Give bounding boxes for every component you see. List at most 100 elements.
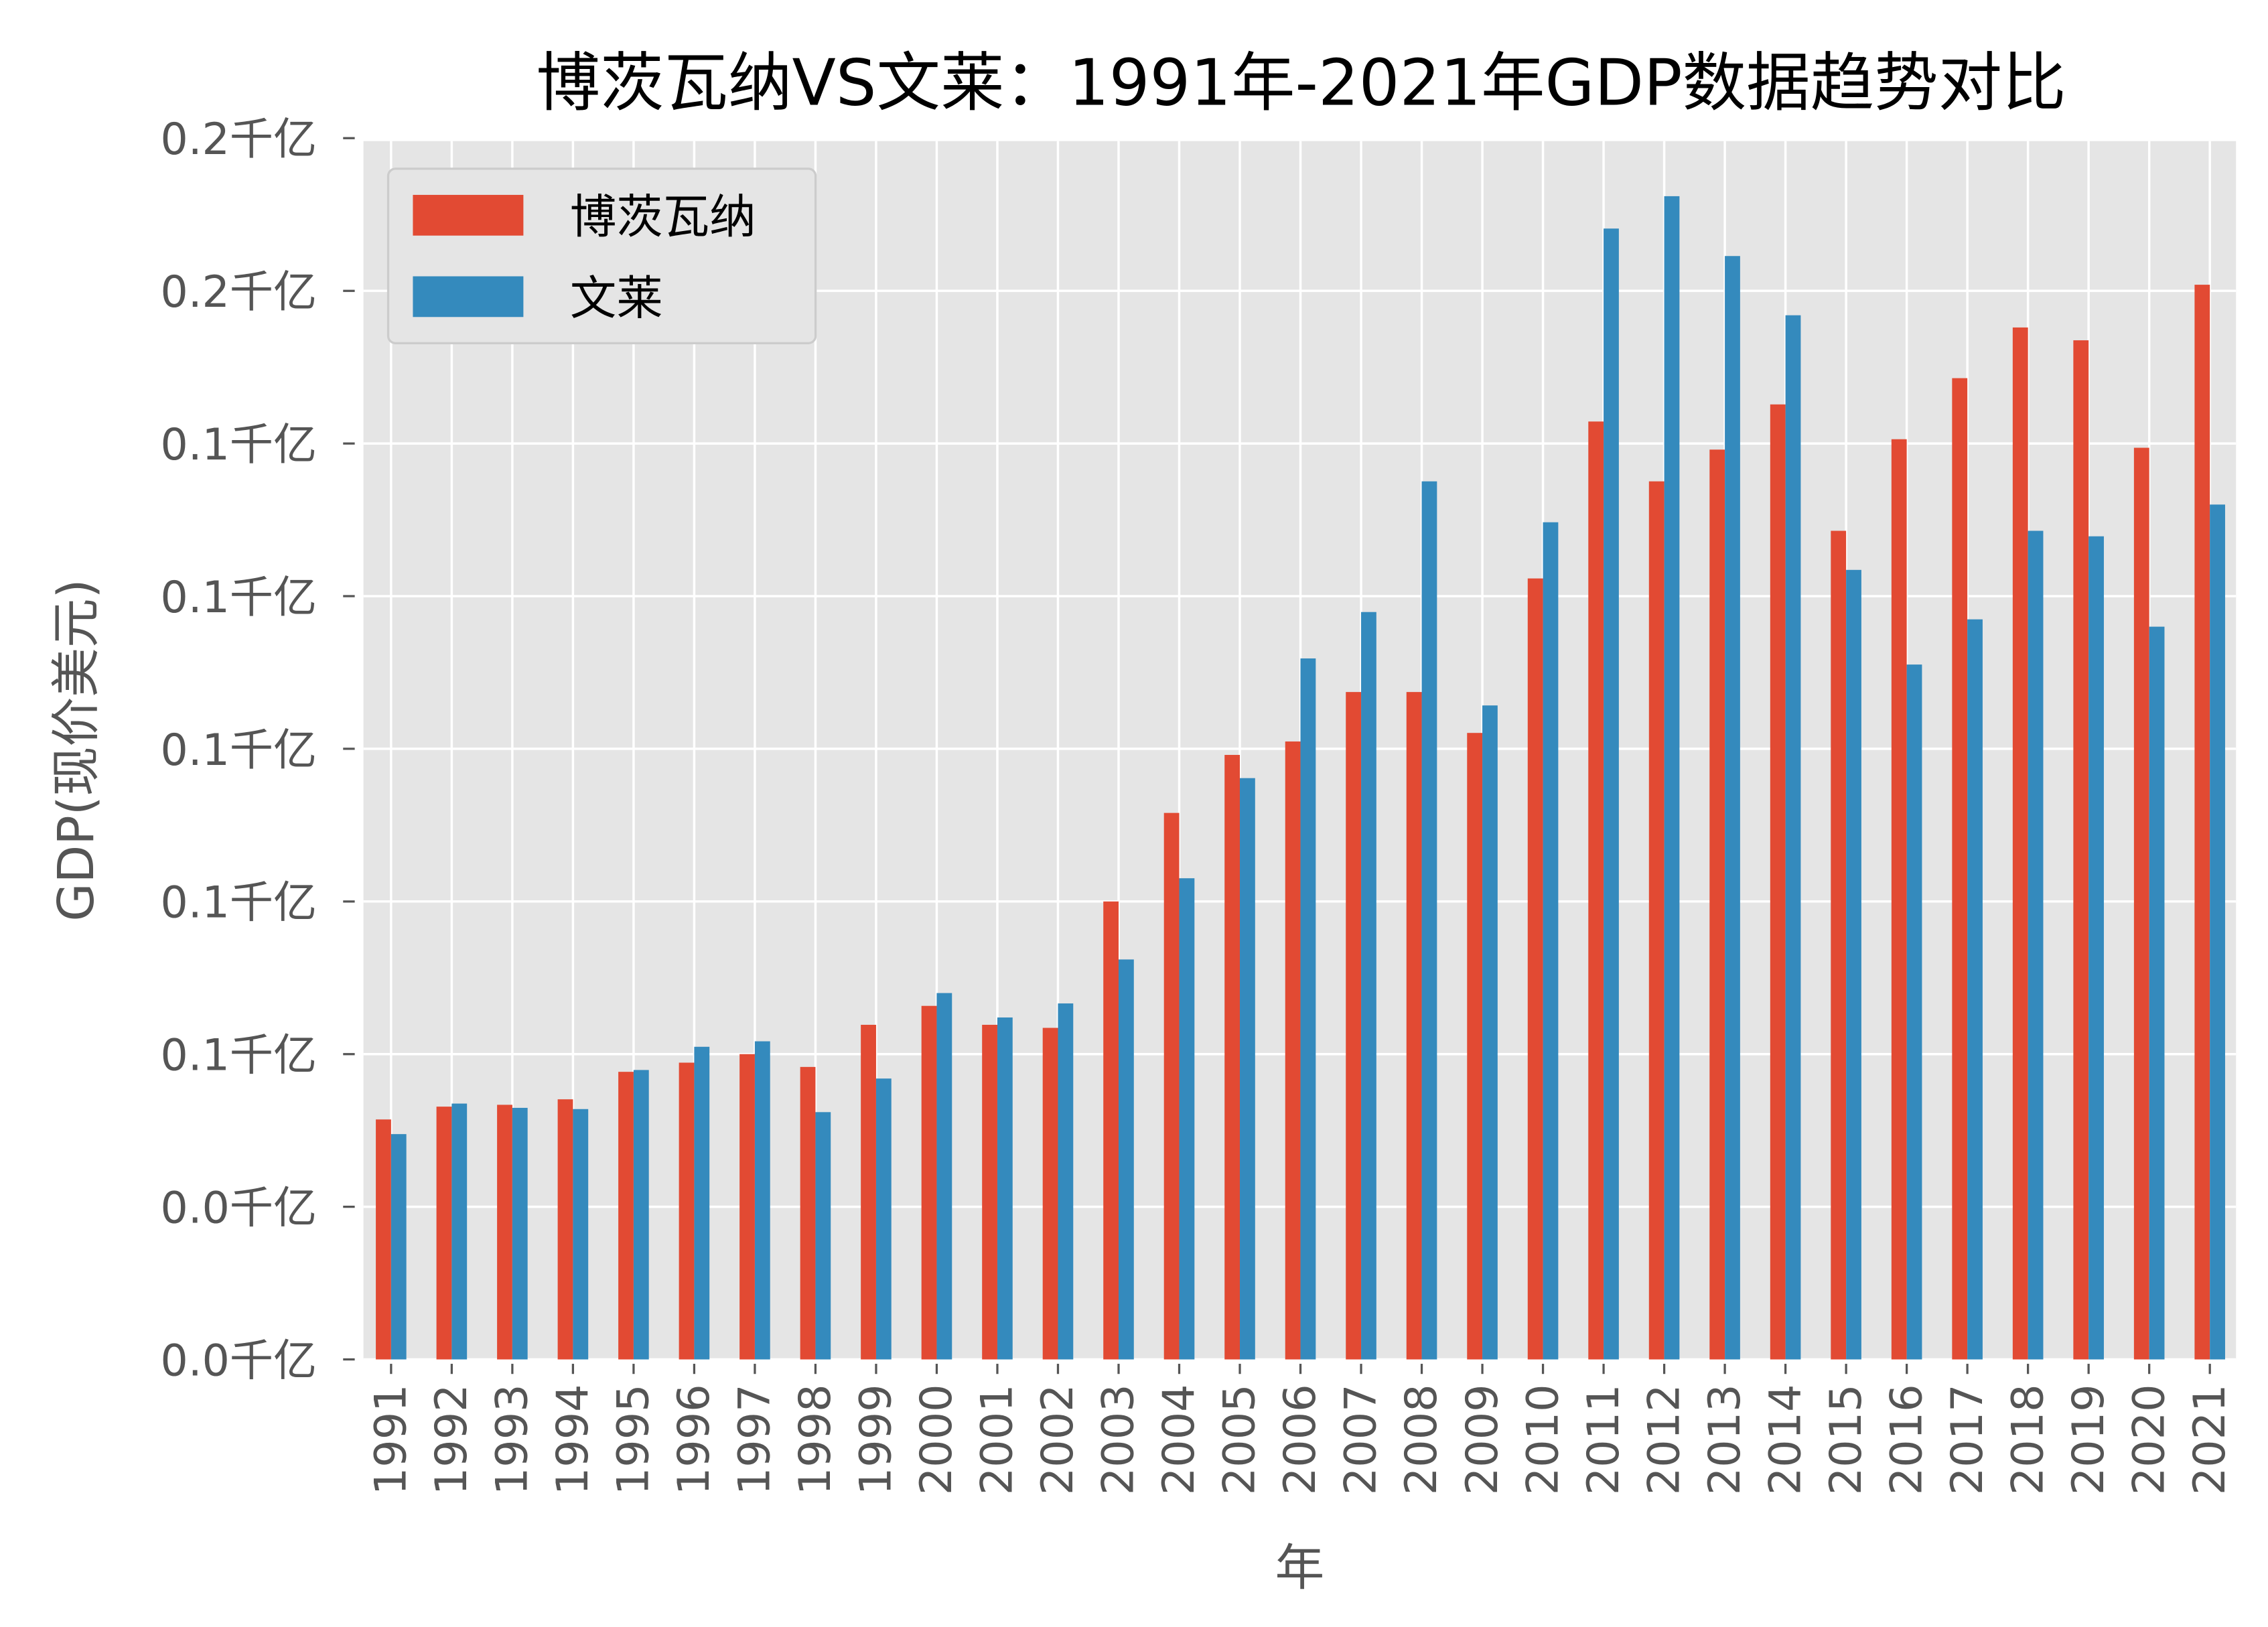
bar-brunei-2008 xyxy=(1421,481,1437,1360)
bar-botswana-2020 xyxy=(2133,447,2149,1360)
x-tick-label: 2008 xyxy=(1397,1384,1447,1495)
y-tick-label: 0.1千亿 xyxy=(160,1031,317,1081)
bar-botswana-2013 xyxy=(1709,449,1725,1360)
x-tick-label: 1991 xyxy=(366,1384,417,1495)
bar-botswana-2008 xyxy=(1406,692,1422,1360)
bar-brunei-2013 xyxy=(1725,256,1740,1360)
chart-title: 博茨瓦纳VS文莱：1991年-2021年GDP数据趋势对比 xyxy=(537,45,2066,120)
x-tick-label: 1999 xyxy=(851,1384,902,1495)
bar-brunei-2011 xyxy=(1604,228,1619,1360)
bar-botswana-2016 xyxy=(1891,439,1907,1360)
x-tick-label: 1992 xyxy=(427,1384,477,1495)
x-tick-label: 2003 xyxy=(1094,1384,1144,1495)
x-tick-label: 2013 xyxy=(1700,1384,1750,1495)
bar-botswana-2006 xyxy=(1285,741,1301,1360)
x-tick-label: 1997 xyxy=(730,1384,780,1495)
x-tick-label: 1995 xyxy=(609,1384,659,1495)
y-tick-label: 0.2千亿 xyxy=(160,267,317,317)
bar-brunei-2015 xyxy=(1846,569,1861,1360)
bar-botswana-2010 xyxy=(1527,578,1543,1360)
x-axis: 1991 1992 1993 1994 1995 1996 1997 1998 1999 2000… xyxy=(366,1364,2235,1495)
x-tick-label: 1998 xyxy=(790,1384,841,1495)
x-tick-label: 1994 xyxy=(548,1384,598,1495)
x-tick-label: 2016 xyxy=(1882,1384,1932,1495)
bar-brunei-2020 xyxy=(2149,626,2165,1360)
bar-brunei-2001 xyxy=(997,1017,1013,1360)
y-tick-label: 0.1千亿 xyxy=(160,420,317,470)
x-tick-label: 2019 xyxy=(2064,1384,2114,1495)
bar-botswana-1994 xyxy=(557,1099,573,1360)
bar-brunei-2009 xyxy=(1482,705,1498,1360)
bar-brunei-1995 xyxy=(633,1070,649,1360)
x-tick-label: 2000 xyxy=(912,1384,962,1495)
bar-botswana-1999 xyxy=(861,1024,876,1360)
bar-brunei-2018 xyxy=(2028,530,2044,1360)
bar-brunei-2021 xyxy=(2210,504,2225,1360)
x-tick-label: 1996 xyxy=(669,1384,719,1495)
x-tick-label: 2014 xyxy=(1760,1384,1811,1495)
bar-brunei-1997 xyxy=(754,1041,770,1360)
bar-botswana-2007 xyxy=(1346,692,1362,1360)
x-tick-label: 2006 xyxy=(1275,1384,1326,1495)
bar-brunei-2002 xyxy=(1058,1003,1074,1360)
bar-brunei-2007 xyxy=(1361,612,1376,1360)
legend-label-botswana: 博茨瓦纳 xyxy=(570,190,756,244)
bar-botswana-2005 xyxy=(1224,755,1241,1360)
x-tick-label: 2020 xyxy=(2124,1384,2174,1495)
bar-botswana-2015 xyxy=(1831,530,1847,1360)
bar-brunei-2005 xyxy=(1240,778,1255,1360)
x-tick-label: 2018 xyxy=(2003,1384,2053,1495)
bar-brunei-2012 xyxy=(1664,196,1680,1360)
x-tick-label: 2011 xyxy=(1579,1384,1629,1495)
bar-botswana-1993 xyxy=(497,1105,512,1360)
x-tick-label: 2010 xyxy=(1518,1384,1568,1495)
bar-botswana-2014 xyxy=(1770,404,1786,1360)
x-tick-label: 1993 xyxy=(488,1384,538,1495)
bar-botswana-2001 xyxy=(982,1024,997,1360)
bar-brunei-1991 xyxy=(391,1134,407,1360)
bar-brunei-2000 xyxy=(936,993,952,1360)
bar-botswana-2021 xyxy=(2194,285,2210,1360)
bar-brunei-1993 xyxy=(512,1107,528,1360)
bar-brunei-2003 xyxy=(1118,959,1134,1360)
x-axis-label: 年 xyxy=(1275,1540,1325,1597)
bar-brunei-2014 xyxy=(1785,315,1801,1360)
bar-botswana-1997 xyxy=(739,1054,755,1360)
bar-botswana-2003 xyxy=(1103,901,1119,1360)
bar-brunei-1999 xyxy=(875,1078,892,1360)
bar-botswana-2000 xyxy=(921,1005,937,1360)
bar-brunei-2019 xyxy=(2088,536,2104,1360)
bar-brunei-2004 xyxy=(1179,878,1195,1360)
bar-botswana-1995 xyxy=(618,1072,634,1360)
bar-brunei-1996 xyxy=(694,1046,710,1360)
bar-botswana-1991 xyxy=(376,1119,391,1360)
bar-botswana-2002 xyxy=(1042,1028,1058,1360)
x-tick-label: 2001 xyxy=(973,1384,1023,1495)
y-tick-label: 0.1千亿 xyxy=(160,878,317,928)
bar-brunei-2006 xyxy=(1300,658,1316,1360)
y-tick-label: 0.2千亿 xyxy=(160,115,317,165)
x-tick-label: 2007 xyxy=(1336,1384,1387,1495)
y-tick-label: 0.0千亿 xyxy=(160,1336,317,1386)
legend-swatch-botswana xyxy=(413,194,524,236)
y-tick-label: 0.1千亿 xyxy=(160,573,317,623)
bar-botswana-2004 xyxy=(1163,812,1180,1360)
bar-botswana-1992 xyxy=(436,1107,452,1360)
x-tick-label: 2017 xyxy=(1942,1384,1993,1495)
x-tick-label: 2004 xyxy=(1154,1384,1204,1495)
bar-botswana-2019 xyxy=(2073,340,2089,1360)
x-tick-label: 2002 xyxy=(1033,1384,1083,1495)
bar-botswana-2009 xyxy=(1467,733,1483,1360)
bar-botswana-1996 xyxy=(679,1062,695,1360)
x-tick-label: 2021 xyxy=(2185,1384,2235,1495)
bar-brunei-1994 xyxy=(573,1109,589,1360)
bar-brunei-2016 xyxy=(1906,664,1922,1360)
y-axis-label: GDP(现价美元) xyxy=(48,579,105,921)
legend: 博茨瓦纳 文莱 xyxy=(386,167,817,344)
bar-botswana-2011 xyxy=(1588,421,1604,1360)
x-tick-label: 2015 xyxy=(1821,1384,1871,1495)
y-axis: 0.0千亿 0.0千亿 0.1千亿 0.1千亿 0.1千亿 0.1千亿 0.1千亿 0.2千亿… xyxy=(160,115,355,1386)
x-tick-label: 2012 xyxy=(1639,1384,1689,1495)
y-tick-label: 0.1千亿 xyxy=(160,725,317,776)
